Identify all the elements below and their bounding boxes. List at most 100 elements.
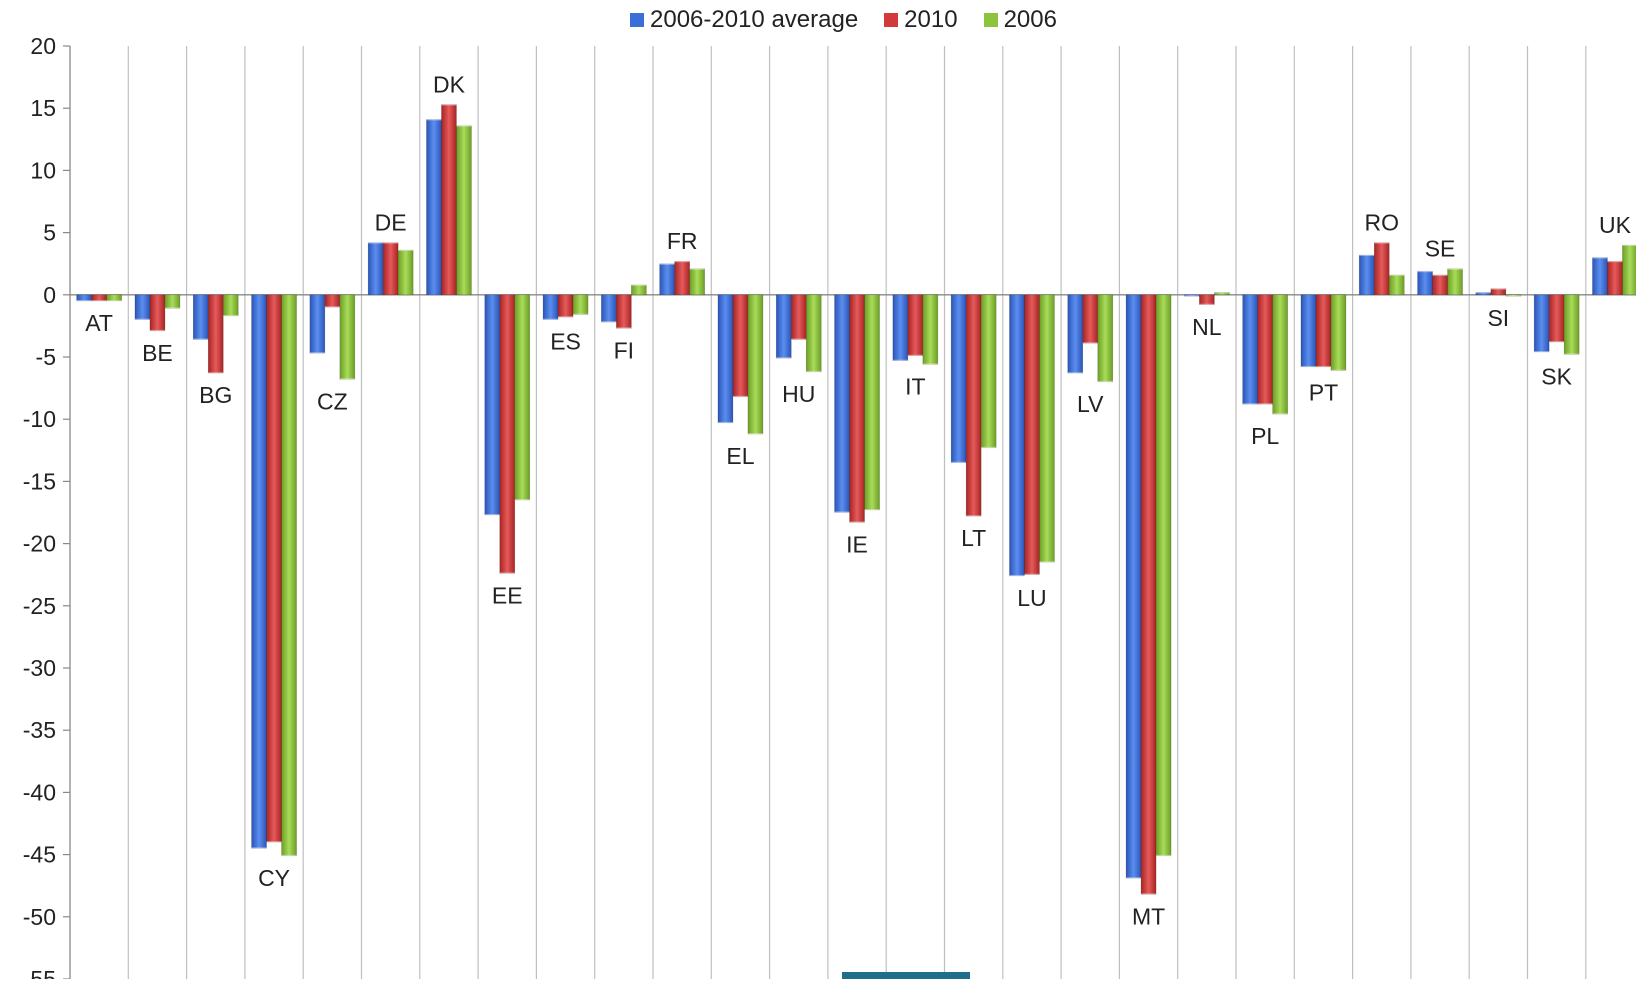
- category-label-NL: NL: [1192, 314, 1222, 340]
- bar-CY-2006: [281, 294, 297, 857]
- bar-cap-PL-2010: [1257, 403, 1273, 406]
- bar-LU-average: [1009, 294, 1025, 577]
- legend-swatch-2010: [884, 13, 899, 27]
- bar-LV-average: [1067, 294, 1084, 374]
- category-label-PL: PL: [1251, 423, 1279, 449]
- bar-SK-2006: [1563, 294, 1580, 355]
- bar-cap-LU-average: [1009, 574, 1025, 577]
- bar-FR-average: [659, 263, 675, 296]
- bar-cap-AT-2006: [106, 300, 122, 303]
- legend-swatch-average: [630, 13, 644, 27]
- category-label-CY: CY: [258, 865, 290, 891]
- y-tick-label: -30: [23, 655, 56, 681]
- bar-cap-BG-average: [193, 338, 209, 341]
- bar-cap-CY-average: [251, 847, 267, 850]
- y-tick-label: 15: [30, 95, 56, 121]
- bar-cap-BG-2006: [223, 314, 239, 317]
- bar-AT-2006: [106, 294, 122, 302]
- bar-cap-FR-average: [659, 262, 675, 265]
- bar-SI-2006: [1505, 294, 1522, 297]
- bar-SE-2010: [1432, 274, 1448, 296]
- bar-HU-2006: [805, 294, 822, 373]
- bar-MT-average: [1125, 294, 1142, 879]
- bar-cap-EE-average: [484, 513, 500, 516]
- category-label-SK: SK: [1541, 364, 1572, 390]
- category-label-IT: IT: [905, 373, 925, 399]
- bar-cap-LV-2010: [1082, 342, 1098, 345]
- legend-label-2006: 2006: [1003, 6, 1057, 33]
- category-label-HU: HU: [782, 381, 815, 407]
- bar-DK-average: [426, 119, 442, 296]
- bar-CZ-average: [309, 294, 326, 354]
- y-tick-label: -40: [23, 779, 56, 805]
- y-tick-label: -20: [23, 531, 56, 557]
- legend-item-2006[interactable]: 2006: [983, 6, 1057, 34]
- bar-cap-PT-average: [1300, 365, 1316, 368]
- bar-FI-2010: [616, 294, 632, 329]
- bar-DE-2010: [382, 242, 399, 296]
- bar-cap-EL-average: [717, 421, 733, 424]
- category-label-EL: EL: [726, 443, 754, 469]
- bar-HU-2010: [790, 294, 807, 340]
- bar-cap-EL-2010: [732, 395, 748, 398]
- bar-IE-average: [834, 294, 850, 513]
- bar-cap-BE-2006: [164, 307, 180, 310]
- bar-LU-2010: [1024, 294, 1040, 575]
- bar-DE-average: [367, 242, 384, 296]
- bar-cap-CZ-average: [309, 352, 325, 355]
- bar-UK-average: [1592, 257, 1608, 296]
- bar-UK-2006: [1622, 244, 1636, 296]
- bar-LT-2006: [980, 294, 997, 449]
- bar-cap-ES-2006: [573, 313, 589, 316]
- bar-cap-DK-average: [426, 118, 442, 121]
- bar-SK-2010: [1548, 294, 1565, 343]
- legend-item-2010[interactable]: 2010: [884, 6, 958, 34]
- category-label-BG: BG: [199, 382, 232, 408]
- bar-cap-LV-2006: [1097, 380, 1113, 383]
- bar-cap-EE-2006: [514, 499, 530, 502]
- bar-IT-2010: [907, 294, 924, 357]
- bar-cap-LU-2006: [1039, 561, 1055, 564]
- legend-label-2010: 2010: [904, 6, 958, 33]
- y-tick-label: 10: [30, 157, 56, 183]
- bar-cap-SI-2010: [1490, 287, 1506, 290]
- bar-NL-2006: [1214, 292, 1230, 296]
- bar-cap-SI-2006: [1505, 295, 1521, 298]
- category-label-MT: MT: [1132, 903, 1165, 929]
- bar-cap-DE-2010: [383, 241, 399, 244]
- bar-DK-2010: [441, 104, 457, 296]
- bar-DE-2006: [397, 249, 414, 296]
- bar-cap-NL-2010: [1199, 303, 1215, 306]
- bar-cap-IE-average: [834, 511, 850, 514]
- bar-LU-2006: [1039, 294, 1055, 563]
- horizontal-scrollbar-thumb[interactable]: [842, 972, 970, 979]
- bar-IE-2006: [864, 294, 880, 511]
- bar-RO-average: [1358, 254, 1375, 296]
- bar-cap-AT-2010: [91, 300, 107, 303]
- bar-cap-MT-2010: [1141, 893, 1157, 896]
- bar-cap-MT-2006: [1156, 854, 1172, 857]
- bar-PT-2006: [1330, 294, 1347, 371]
- legend-item-average[interactable]: 2006-2010 average: [630, 6, 858, 34]
- legend-label-average: 2006-2010 average: [650, 6, 859, 33]
- bar-cap-PL-2006: [1272, 413, 1288, 416]
- bar-BE-average: [134, 294, 151, 320]
- y-tick-label: -55: [23, 966, 56, 979]
- bar-RO-2010: [1373, 242, 1390, 296]
- bar-ES-2010: [557, 294, 574, 318]
- y-tick-label: 0: [43, 282, 56, 308]
- bar-cap-CZ-2006: [339, 378, 355, 381]
- bar-cap-SE-2006: [1447, 267, 1463, 270]
- bar-cap-HU-2010: [791, 338, 807, 341]
- y-tick-label: -5: [36, 344, 56, 370]
- bar-LT-2010: [965, 294, 982, 517]
- bar-PL-2006: [1272, 294, 1288, 415]
- bar-cap-CY-2006: [281, 854, 297, 857]
- category-label-PT: PT: [1309, 380, 1338, 406]
- bar-LT-average: [950, 294, 967, 464]
- bar-cap-NL-2006: [1214, 291, 1230, 294]
- category-label-AT: AT: [85, 310, 113, 336]
- bar-IE-2010: [849, 294, 865, 523]
